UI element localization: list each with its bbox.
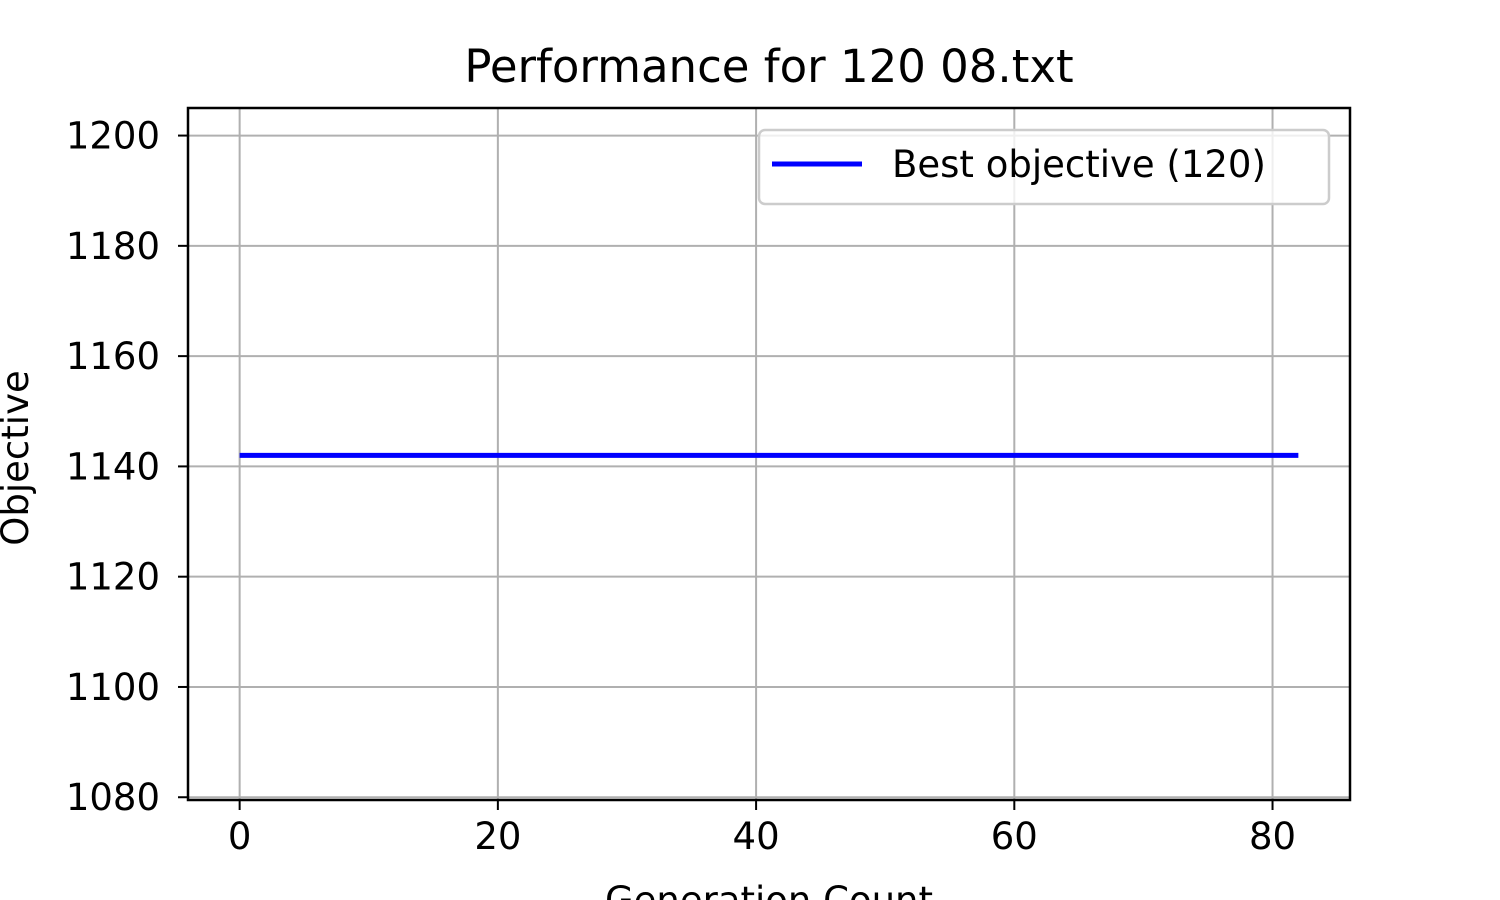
legend-box [757,128,1331,206]
x-tick-label: 80 [1249,815,1296,858]
x-tick-label: 40 [733,815,780,858]
y-tick-label: 1080 [66,776,160,819]
x-tick-label: 20 [474,815,521,858]
y-tick-label: 1160 [66,335,160,378]
legend-entry-label: Best objective (120) [892,143,1266,186]
plot-frame [186,106,1352,802]
y-tick-label: 1180 [66,225,160,268]
x-tick-label: 0 [228,815,252,858]
y-tick-label: 1200 [66,115,160,158]
x-axis-label: Generation Count [605,879,933,900]
chart-title: Performance for 120 08.txt [464,40,1073,93]
y-tick-label: 1100 [66,666,160,709]
legend: Best objective (120) [757,128,1331,206]
x-tick-label: 60 [991,815,1038,858]
y-tick-label: 1140 [66,445,160,488]
axis-ticks: 0 20 40 60 80 1080 1100 1120 1140 1160 1180 1200 [66,115,1296,858]
y-tick-label: 1120 [66,556,160,599]
y-axis-label: Objective [0,370,37,545]
